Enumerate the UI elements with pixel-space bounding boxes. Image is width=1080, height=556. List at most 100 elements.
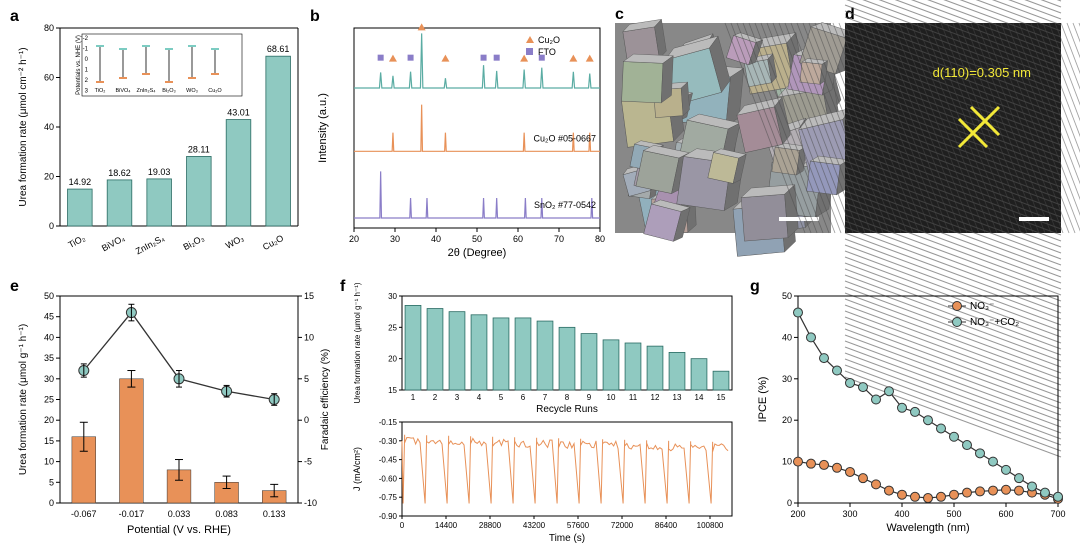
svg-text:5: 5 (304, 374, 309, 384)
svg-text:70: 70 (554, 234, 564, 244)
panel-g-label: g (750, 278, 760, 296)
svg-text:SnO₂ #77-0542: SnO₂ #77-0542 (534, 200, 596, 210)
panel-f: f 15202530Urea formation rate (μmol g⁻¹ … (340, 278, 740, 548)
panel-e: e 05101520253035404550-10-5051015Urea fo… (10, 278, 330, 548)
svg-text:19.03: 19.03 (148, 167, 171, 177)
svg-text:43200: 43200 (523, 521, 546, 530)
svg-text:50: 50 (782, 291, 792, 301)
svg-text:3: 3 (455, 393, 460, 402)
svg-text:35: 35 (44, 353, 54, 363)
panel-a-label: a (10, 8, 19, 26)
svg-text:Time (s): Time (s) (549, 533, 585, 544)
svg-text:25: 25 (388, 323, 397, 332)
svg-text:Cu₂O #05-0667: Cu₂O #05-0667 (533, 133, 596, 143)
svg-text:2θ (Degree): 2θ (Degree) (448, 247, 507, 259)
svg-text:WO₃: WO₃ (224, 233, 246, 251)
svg-text:20: 20 (44, 172, 54, 182)
panel-g-svg: 20030040050060070001020304050Wavelength … (750, 278, 1070, 548)
svg-text:500: 500 (946, 509, 961, 519)
svg-text:30: 30 (44, 374, 54, 384)
svg-text:28800: 28800 (479, 521, 502, 530)
svg-text:40: 40 (44, 332, 54, 342)
svg-text:2: 2 (433, 393, 438, 402)
svg-text:-0.90: -0.90 (379, 512, 398, 521)
svg-text:15: 15 (44, 436, 54, 446)
svg-text:BiVO₄: BiVO₄ (100, 233, 127, 254)
svg-text:8: 8 (565, 393, 570, 402)
svg-text:10: 10 (44, 457, 54, 467)
svg-text:72000: 72000 (611, 521, 634, 530)
svg-text:15: 15 (388, 386, 397, 395)
svg-text:30: 30 (782, 374, 792, 384)
svg-text:6: 6 (521, 393, 526, 402)
svg-text:40: 40 (431, 234, 441, 244)
svg-text:-1: -1 (83, 47, 89, 53)
svg-text:10: 10 (607, 393, 616, 402)
svg-text:Cu₂O: Cu₂O (538, 35, 560, 45)
svg-text:14: 14 (695, 393, 704, 402)
svg-text:NO₃⁻+CO₂: NO₃⁻+CO₂ (970, 317, 1019, 328)
svg-text:TiO₂: TiO₂ (66, 233, 87, 250)
svg-text:-5: -5 (304, 457, 312, 467)
svg-text:-2: -2 (83, 36, 89, 42)
svg-text:ZnIn₂S₄: ZnIn₂S₄ (136, 88, 156, 94)
svg-text:300: 300 (842, 509, 857, 519)
svg-text:Potential (V vs. RHE): Potential (V vs. RHE) (127, 524, 231, 536)
panel-e-svg: 05101520253035404550-10-5051015Urea form… (10, 278, 330, 548)
tem-image: d(110)=0.305 nm (845, 23, 1061, 233)
svg-text:Potentials vs. NHE (V): Potentials vs. NHE (V) (76, 35, 82, 95)
panel-g: g 20030040050060070001020304050Wavelengt… (750, 278, 1070, 548)
svg-text:-10: -10 (304, 498, 317, 508)
svg-text:5: 5 (49, 477, 54, 487)
svg-text:30: 30 (388, 292, 397, 301)
svg-text:50: 50 (472, 234, 482, 244)
svg-text:-0.30: -0.30 (379, 437, 398, 446)
svg-text:10: 10 (304, 332, 314, 342)
svg-text:Wavelength (nm): Wavelength (nm) (886, 522, 969, 534)
svg-text:50: 50 (44, 291, 54, 301)
svg-text:60: 60 (44, 73, 54, 83)
panel-d-label: d (845, 6, 855, 24)
svg-text:30: 30 (390, 234, 400, 244)
svg-text:40: 40 (44, 122, 54, 132)
svg-text:400: 400 (894, 509, 909, 519)
svg-text:20: 20 (349, 234, 359, 244)
svg-text:5: 5 (499, 393, 504, 402)
svg-text:-0.60: -0.60 (379, 474, 398, 483)
svg-text:Cu₂O: Cu₂O (261, 233, 285, 252)
svg-text:80: 80 (595, 234, 605, 244)
panel-b: b 203040506070802θ (Degree)Intensity (a.… (310, 8, 606, 268)
svg-text:NO₃⁻: NO₃⁻ (970, 301, 994, 312)
svg-text:600: 600 (998, 509, 1013, 519)
svg-text:Faradaic efficiency (%): Faradaic efficiency (%) (320, 349, 331, 451)
svg-text:14400: 14400 (435, 521, 458, 530)
svg-text:0: 0 (787, 498, 792, 508)
svg-text:15: 15 (717, 393, 726, 402)
svg-text:IPCE (%): IPCE (%) (757, 377, 769, 423)
scale-bar-d (1019, 217, 1049, 221)
svg-text:J (mA/cm²): J (mA/cm²) (352, 447, 362, 491)
svg-text:Urea formation rate (μmol cm⁻²: Urea formation rate (μmol cm⁻² h⁻¹) (18, 47, 29, 206)
svg-text:7: 7 (543, 393, 548, 402)
svg-text:43.01: 43.01 (227, 108, 250, 118)
svg-text:25: 25 (44, 395, 54, 405)
svg-text:BiVO₄: BiVO₄ (115, 88, 131, 94)
svg-text:13: 13 (673, 393, 682, 402)
svg-text:9: 9 (587, 393, 592, 402)
svg-text:0: 0 (304, 415, 309, 425)
panel-b-label: b (310, 8, 320, 26)
svg-text:Urea formation rate (μmol g⁻¹: Urea formation rate (μmol g⁻¹ h⁻¹) (353, 282, 362, 403)
svg-text:1: 1 (411, 393, 416, 402)
svg-text:0: 0 (49, 221, 54, 231)
svg-text:80: 80 (44, 23, 54, 33)
svg-text:700: 700 (1050, 509, 1065, 519)
svg-text:TiO₂: TiO₂ (95, 88, 106, 94)
panel-f-label: f (340, 278, 345, 296)
svg-text:Recycle Runs: Recycle Runs (536, 404, 598, 415)
panel-e-label: e (10, 278, 19, 296)
svg-text:28.11: 28.11 (188, 144, 210, 154)
svg-text:Bi₂O₃: Bi₂O₃ (182, 233, 207, 252)
svg-text:200: 200 (790, 509, 805, 519)
svg-text:20: 20 (44, 415, 54, 425)
svg-text:15: 15 (304, 291, 314, 301)
